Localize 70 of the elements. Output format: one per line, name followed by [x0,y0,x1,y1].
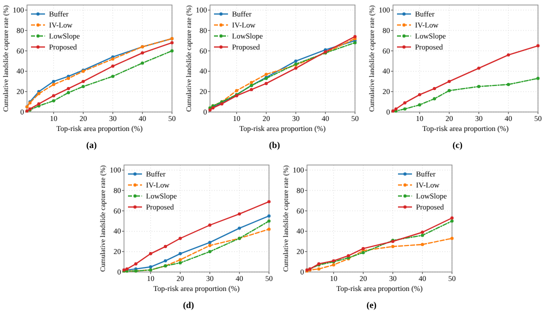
point [420,230,424,234]
point [149,265,152,269]
point [111,74,114,78]
point [164,259,168,262]
point [450,219,454,223]
point [170,41,174,44]
point [52,80,56,84]
point [403,101,406,104]
point [111,64,114,68]
point [149,252,152,256]
point [250,88,254,92]
point [52,99,56,102]
text: (e) [366,300,376,310]
point [178,252,182,256]
point [477,66,480,70]
point [420,242,424,246]
point [82,84,85,88]
point [450,216,454,220]
point [477,84,480,88]
point [448,80,451,84]
point [66,91,70,94]
point [317,267,320,271]
point [178,236,182,240]
point [403,107,406,111]
text: (a) [86,140,97,150]
point [267,214,271,218]
point [432,97,436,100]
point [52,94,56,98]
point [238,226,242,230]
point [52,82,56,86]
point [294,66,298,70]
point [448,89,451,92]
text: (b) [269,140,280,150]
point [250,80,254,84]
point [134,262,138,266]
point [235,89,238,92]
point [208,240,212,244]
point [267,200,271,204]
point [82,80,85,84]
point [170,49,174,52]
point [140,51,144,54]
point [362,246,365,250]
point [391,244,394,248]
point [238,212,242,216]
point [264,72,268,76]
point [450,236,454,240]
point [208,250,212,254]
point [164,244,168,248]
text: (c) [452,140,462,150]
point [294,59,298,63]
point [140,61,144,65]
point [332,263,336,266]
point [178,261,182,264]
point [506,53,510,57]
point [506,82,510,86]
point [267,228,271,231]
point [178,258,182,262]
point [536,44,540,48]
point [353,34,357,38]
point [536,76,540,80]
text: (d) [183,300,194,310]
point [420,234,424,237]
point [208,244,212,248]
point [264,82,268,86]
point [267,219,271,223]
point [432,86,436,90]
point [66,86,70,90]
point [208,224,212,227]
point [418,103,422,106]
point [418,93,422,96]
